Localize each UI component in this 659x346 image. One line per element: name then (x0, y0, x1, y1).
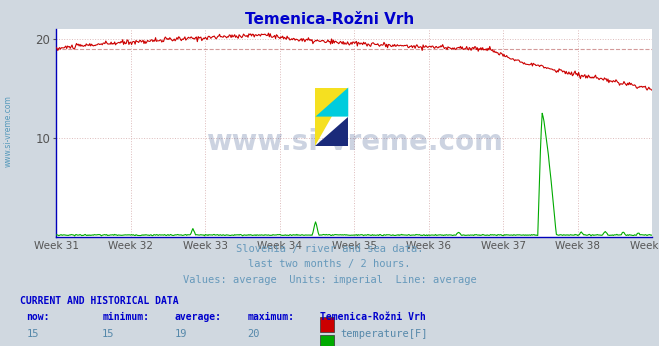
Text: www.si-vreme.com: www.si-vreme.com (206, 128, 503, 155)
Polygon shape (316, 88, 348, 146)
Text: CURRENT AND HISTORICAL DATA: CURRENT AND HISTORICAL DATA (20, 296, 179, 306)
Text: minimum:: minimum: (102, 312, 149, 322)
Polygon shape (316, 88, 348, 117)
Text: Temenica-Rožni Vrh: Temenica-Rožni Vrh (245, 12, 414, 27)
Text: 20: 20 (247, 329, 260, 339)
Text: average:: average: (175, 312, 221, 322)
Text: maximum:: maximum: (247, 312, 294, 322)
Text: Slovenia / river and sea data.: Slovenia / river and sea data. (236, 244, 423, 254)
Text: www.si-vreme.com: www.si-vreme.com (3, 95, 13, 167)
Text: 19: 19 (175, 329, 187, 339)
Text: Temenica-Rožni Vrh: Temenica-Rožni Vrh (320, 312, 425, 322)
Text: temperature[F]: temperature[F] (341, 329, 428, 339)
Text: 15: 15 (26, 329, 39, 339)
Text: Values: average  Units: imperial  Line: average: Values: average Units: imperial Line: av… (183, 275, 476, 285)
Text: now:: now: (26, 312, 50, 322)
Text: last two months / 2 hours.: last two months / 2 hours. (248, 260, 411, 270)
Polygon shape (316, 117, 348, 146)
Text: 15: 15 (102, 329, 115, 339)
